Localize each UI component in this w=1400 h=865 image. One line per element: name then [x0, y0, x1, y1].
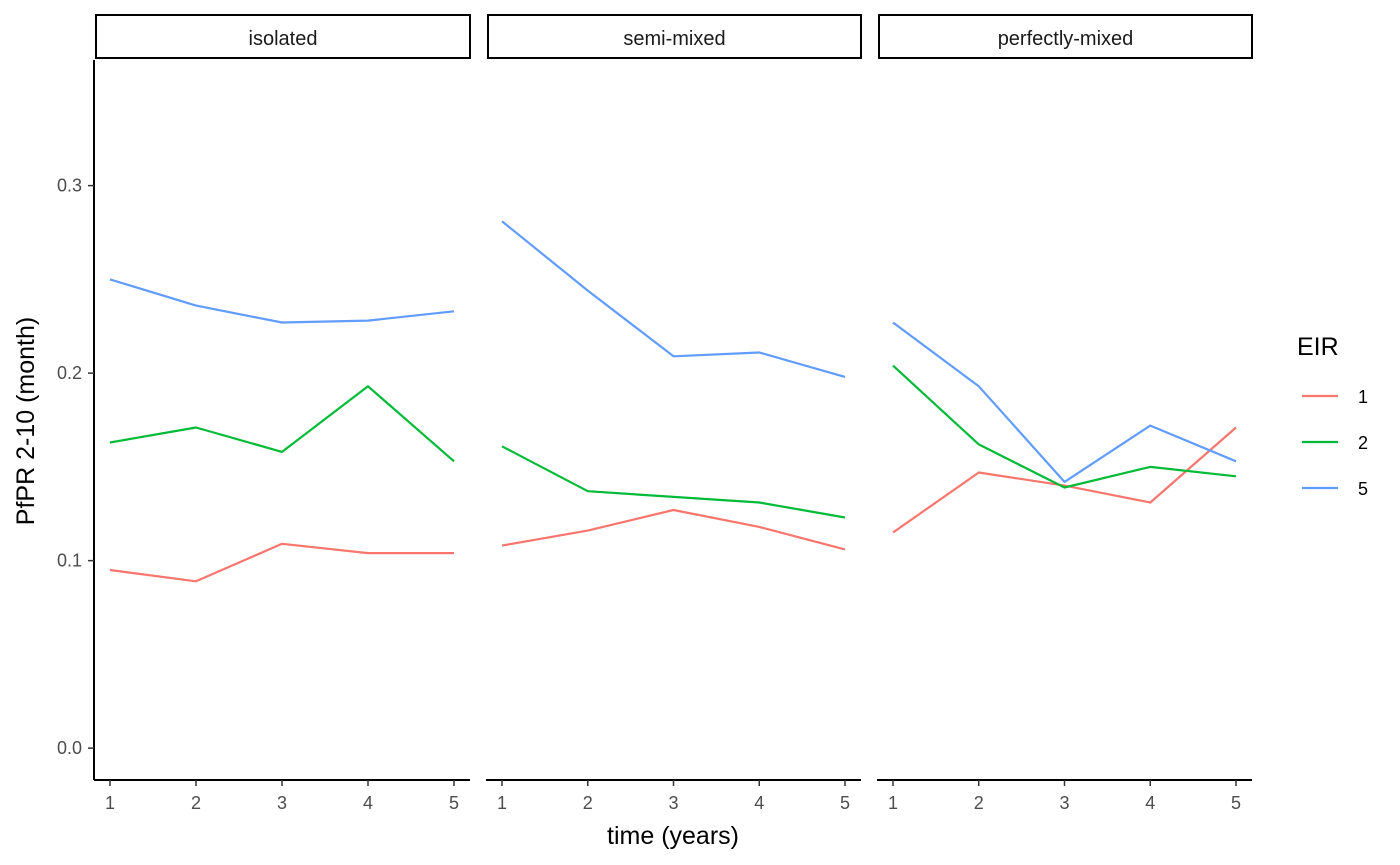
x-tick-label: 1 — [105, 793, 115, 813]
x-tick-label: 3 — [668, 793, 678, 813]
legend-title: EIR — [1297, 333, 1339, 361]
series-line-eir-2 — [501, 445, 846, 519]
series-line-eir-1 — [892, 426, 1237, 534]
series-line-eir-5 — [109, 278, 455, 324]
y-tick-label: 0.1 — [57, 551, 82, 571]
facet-panel-isolated: isolated 0.0 0.1 0.2 0.3 1 2 3 4 5 — [57, 14, 471, 813]
facet-strip-label: perfectly-mixed — [998, 28, 1134, 50]
facet-strip-label: semi-mixed — [623, 28, 725, 50]
x-tick-label: 1 — [888, 793, 898, 813]
series-line-eir-2 — [892, 364, 1237, 489]
series-line-eir-1 — [109, 542, 454, 583]
legend: EIR 1 2 5 — [1297, 333, 1368, 499]
y-tick-label: 0.2 — [57, 363, 82, 383]
x-tick-label: 4 — [363, 793, 373, 813]
x-tick-label: 2 — [974, 793, 984, 813]
x-tick-label: 5 — [449, 793, 459, 813]
y-tick-label: 0.0 — [57, 738, 82, 758]
x-tick-label: 4 — [754, 793, 764, 813]
x-tick-label: 1 — [497, 793, 507, 813]
y-tick-label: 0.3 — [57, 176, 82, 196]
chart-panels: isolated 0.0 0.1 0.2 0.3 1 2 3 4 5 semi-mixed 1 2 3 4 5… — [57, 14, 1253, 813]
facet-panel-perfectly-mixed: perfectly-mixed 1 2 3 4 5 — [877, 14, 1253, 813]
x-tick-label: 3 — [1059, 793, 1069, 813]
x-tick-label: 4 — [1145, 793, 1155, 813]
facet-panel-semi-mixed: semi-mixed 1 2 3 4 5 — [486, 14, 862, 813]
x-tick-label: 5 — [840, 793, 850, 813]
facet-strip-label: isolated — [249, 28, 318, 50]
x-axis-title: time (years) — [607, 822, 739, 850]
x-tick-label: 2 — [191, 793, 201, 813]
series-line-eir-2 — [109, 385, 455, 463]
legend-label-eir-1: 1 — [1358, 387, 1368, 407]
legend-label-eir-5: 5 — [1358, 479, 1368, 499]
facet-strip — [878, 14, 1253, 59]
x-tick-label: 5 — [1231, 793, 1241, 813]
series-line-eir-5 — [501, 220, 846, 378]
facet-strip — [95, 14, 471, 59]
series-line-eir-1 — [501, 508, 846, 551]
y-axis-title: PfPR 2-10 (month) — [12, 317, 40, 525]
series-line-eir-5 — [892, 321, 1237, 483]
legend-label-eir-2: 2 — [1358, 433, 1368, 453]
x-tick-label: 3 — [277, 793, 287, 813]
x-tick-label: 2 — [583, 793, 593, 813]
facet-strip — [487, 14, 862, 59]
